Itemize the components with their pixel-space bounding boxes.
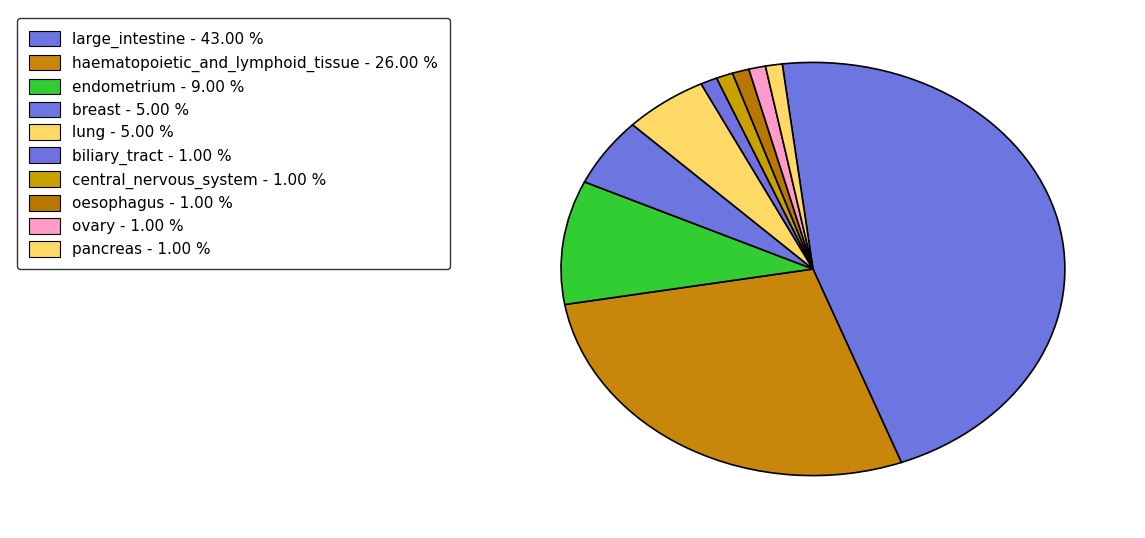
- Wedge shape: [782, 62, 1065, 463]
- Wedge shape: [632, 84, 813, 269]
- Legend: large_intestine - 43.00 %, haematopoietic_and_lymphoid_tissue - 26.00 %, endomet: large_intestine - 43.00 %, haematopoieti…: [17, 18, 450, 270]
- Wedge shape: [564, 269, 901, 476]
- Wedge shape: [561, 182, 813, 305]
- Wedge shape: [733, 69, 813, 269]
- Wedge shape: [717, 73, 813, 269]
- Wedge shape: [766, 64, 813, 269]
- Wedge shape: [584, 125, 813, 269]
- Wedge shape: [701, 78, 813, 269]
- Wedge shape: [749, 66, 813, 269]
